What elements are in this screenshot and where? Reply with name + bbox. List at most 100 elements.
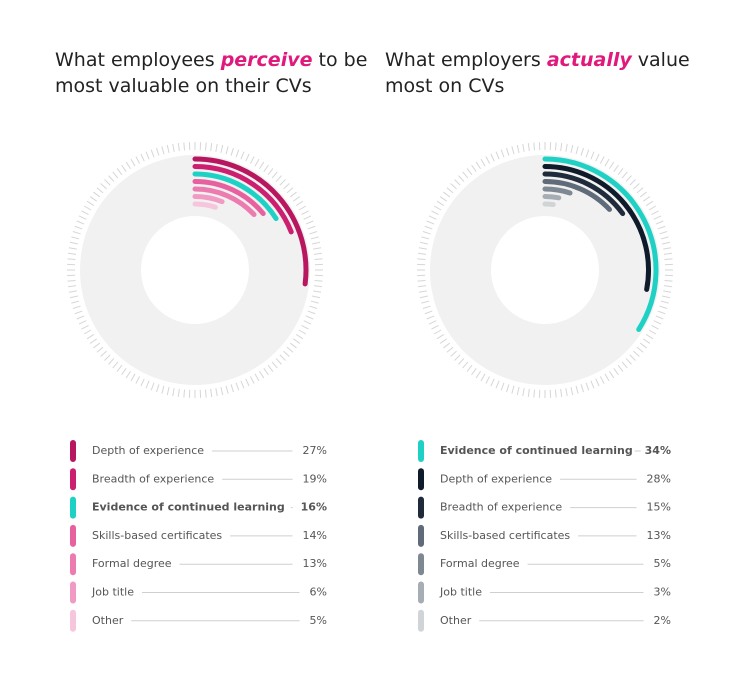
dial-tick (140, 378, 145, 387)
radial-bar (542, 186, 573, 196)
dial-tick (639, 342, 647, 349)
dial-tick (527, 143, 530, 152)
dial-tick (471, 164, 477, 172)
dial-tick (74, 225, 83, 230)
dial-tick (298, 205, 307, 211)
legend-label: Depth of experience (92, 444, 204, 457)
dial-tick (633, 183, 640, 190)
dial-tick (309, 305, 318, 309)
dial-tick (313, 290, 322, 293)
dial-tick (621, 171, 628, 179)
dial-tick (314, 279, 323, 282)
dial-tick (657, 225, 666, 230)
dial-tick (490, 378, 495, 387)
dial-tick (249, 156, 255, 164)
title-part: actually (547, 49, 634, 71)
dial-tick (431, 210, 439, 216)
title-part: value (632, 49, 690, 71)
dial-tick (259, 161, 265, 170)
dial-tick (293, 338, 301, 344)
dial-tick (418, 247, 427, 250)
dial-tick (86, 200, 95, 206)
dial-tick (662, 295, 671, 299)
legend-label: Skills-based certificates (440, 529, 570, 542)
dial-tick (426, 315, 435, 320)
dial-tick (116, 168, 123, 176)
dial-tick (604, 158, 610, 167)
title-part: What employees (55, 49, 221, 71)
dial-tick (421, 300, 430, 304)
dial-tick (495, 151, 500, 160)
dial-tick (295, 334, 304, 340)
dial-tick (565, 388, 568, 397)
dial-tick (554, 142, 557, 151)
legend-label: Formal degree (92, 557, 172, 570)
dial-tick (662, 241, 671, 245)
legend-label: Evidence of continued learning (440, 444, 633, 457)
dial-tick (166, 387, 170, 396)
dial-tick (116, 364, 123, 372)
dial-tick (108, 175, 115, 182)
dial-tick (462, 171, 469, 179)
dial-tick (76, 220, 85, 225)
dial-tick (177, 143, 180, 152)
dial-tick (480, 373, 486, 382)
dial-tick (130, 158, 136, 167)
dial-tick (68, 285, 77, 288)
dial-tick (516, 144, 520, 153)
dial-tick (112, 171, 119, 179)
dial-tick (301, 324, 309, 330)
legend-value: 13% (303, 557, 327, 570)
dial-tick (307, 310, 316, 315)
dial-tick (204, 389, 207, 398)
dial-tick (617, 168, 624, 176)
dial-tick (660, 300, 669, 304)
legend-value: 2% (654, 614, 671, 627)
dial-tick (590, 151, 595, 160)
dial-tick (295, 200, 304, 206)
legend-label: Job title (439, 586, 482, 599)
dial-tick (150, 149, 155, 158)
dial-tick (645, 334, 654, 340)
dial-tick (267, 168, 274, 176)
legend-label: Depth of experience (440, 472, 552, 485)
legend-label: Formal degree (440, 557, 520, 570)
dial-tick (418, 252, 427, 255)
dial-tick (522, 143, 525, 152)
dial-tick (533, 389, 536, 398)
dial-tick (240, 380, 245, 389)
radial-bar (192, 164, 294, 235)
dial-tick (580, 147, 584, 156)
dial-tick (495, 380, 500, 389)
dial-tick (104, 179, 111, 186)
dial-tick (475, 370, 481, 379)
dial-tick (422, 231, 431, 235)
dial-tick (71, 300, 80, 304)
legend-value: 13% (647, 529, 671, 542)
dial-tick (81, 210, 89, 216)
dial-tick (267, 364, 274, 372)
dial-tick (617, 364, 624, 372)
dial-tick (89, 338, 97, 344)
dial-tick (439, 196, 447, 202)
dial-tick (643, 196, 651, 202)
legend-value: 3% (654, 586, 671, 599)
radial-bar (192, 156, 309, 287)
radial-bar (542, 201, 556, 208)
dial-tick (613, 164, 619, 172)
dial-tick (166, 144, 170, 153)
dial-tick (83, 329, 92, 335)
legend-label: Breadth of experience (92, 472, 214, 485)
dial-tick (511, 146, 515, 155)
dial-tick (560, 143, 563, 152)
dial-tick (629, 179, 636, 186)
dial-tick (422, 305, 431, 309)
dial-tick (309, 231, 318, 235)
dial-tick (655, 315, 664, 320)
dial-tick (609, 370, 615, 379)
dial-tick (275, 358, 282, 365)
dial-tick (659, 305, 668, 309)
dial-tick (595, 153, 600, 162)
dial-tick (283, 183, 290, 190)
legend-label: Other (92, 614, 124, 627)
